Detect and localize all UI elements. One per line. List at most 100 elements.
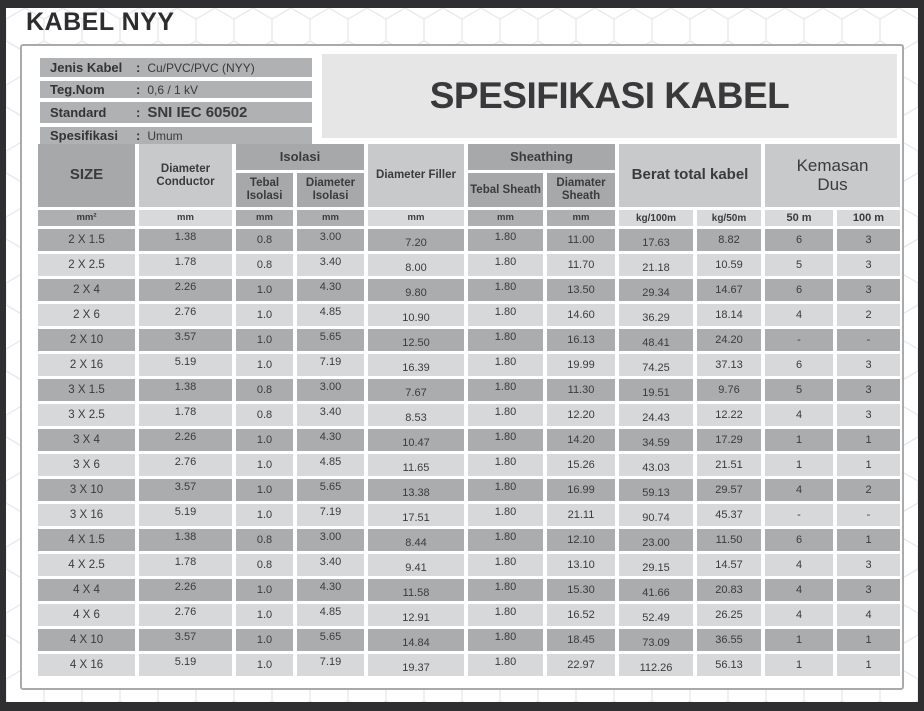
col-header-diameter-conductor: Diameter Conductor	[139, 144, 232, 207]
value-cell: 7.19	[297, 504, 364, 526]
value-cell: 1.80	[468, 554, 543, 576]
value-cell: 11.65	[368, 454, 464, 476]
unit-cell: kg/100m	[619, 210, 693, 226]
value-cell: 43.03	[619, 454, 693, 476]
unit-cell: mm	[297, 210, 364, 226]
value-cell: 10.47	[368, 429, 464, 451]
value-cell: 14.60	[547, 304, 615, 326]
spec-title-panel: SPESIFIKASI KABEL	[322, 54, 897, 138]
col-header-diameter-filler: Diameter Filler	[368, 144, 464, 207]
value-cell: 4	[837, 604, 900, 626]
value-cell: 10.59	[697, 254, 761, 276]
value-cell: 11.58	[368, 579, 464, 601]
value-cell: 1.80	[468, 429, 543, 451]
size-cell: 3 X 10	[38, 479, 135, 501]
info-label: Standard	[50, 105, 107, 120]
size-cell: 2 X 16	[38, 354, 135, 376]
value-cell: 1.78	[139, 554, 232, 576]
value-cell: 4.85	[297, 604, 364, 626]
col-header-size: SIZE	[38, 144, 135, 207]
value-cell: 13.38	[368, 479, 464, 501]
value-cell: 3.57	[139, 479, 232, 501]
value-cell: 1.78	[139, 404, 232, 426]
value-cell: 14.67	[697, 279, 761, 301]
value-cell: 19.51	[619, 379, 693, 401]
value-cell: 0.8	[236, 379, 293, 401]
info-row-jenis-kabel: Jenis Kabel : Cu/PVC/PVC (NYY)	[40, 58, 312, 77]
value-cell: 1.80	[468, 479, 543, 501]
unit-cell: 50 m	[765, 210, 833, 226]
size-cell: 3 X 16	[38, 504, 135, 526]
size-cell: 2 X 2.5	[38, 254, 135, 276]
value-cell: 3.00	[297, 529, 364, 551]
value-cell: 6	[765, 229, 833, 251]
value-cell: 4	[765, 579, 833, 601]
value-cell: 3	[837, 229, 900, 251]
value-cell: 41.66	[619, 579, 693, 601]
value-cell: 3.40	[297, 404, 364, 426]
unit-cell: 100 m	[837, 210, 900, 226]
value-cell: 13.50	[547, 279, 615, 301]
value-cell: 45.37	[697, 504, 761, 526]
col-header-tebal-isolasi: Tebal Isolasi	[236, 173, 293, 207]
value-cell: 1.80	[468, 629, 543, 651]
value-cell: 8.44	[368, 529, 464, 551]
value-cell: 2.76	[139, 604, 232, 626]
size-cell: 4 X 2.5	[38, 554, 135, 576]
value-cell: 21.18	[619, 254, 693, 276]
value-cell: 1.80	[468, 354, 543, 376]
value-cell: 48.41	[619, 329, 693, 351]
value-cell: 9.76	[697, 379, 761, 401]
value-cell: 5	[765, 379, 833, 401]
value-cell: 14.84	[368, 629, 464, 651]
info-separator: :	[136, 128, 141, 143]
value-cell: 23.00	[619, 529, 693, 551]
info-label: Spesifikasi	[50, 128, 118, 143]
value-cell: 12.22	[697, 404, 761, 426]
value-cell: 3.57	[139, 629, 232, 651]
value-cell: 4	[765, 304, 833, 326]
value-cell: 1	[765, 429, 833, 451]
value-cell: 5.65	[297, 329, 364, 351]
value-cell: -	[837, 329, 900, 351]
value-cell: 29.57	[697, 479, 761, 501]
size-cell: 4 X 6	[38, 604, 135, 626]
value-cell: 8.53	[368, 404, 464, 426]
value-cell: 19.37	[368, 654, 464, 676]
value-cell: 16.52	[547, 604, 615, 626]
value-cell: 3	[837, 279, 900, 301]
unit-cell: mm	[368, 210, 464, 226]
size-cell: 4 X 4	[38, 579, 135, 601]
value-cell: 1.0	[236, 479, 293, 501]
value-cell: 4	[765, 554, 833, 576]
value-cell: -	[765, 504, 833, 526]
value-cell: 1.80	[468, 579, 543, 601]
page-title: KABEL NYY	[26, 8, 175, 36]
value-cell: 1	[765, 654, 833, 676]
value-cell: 1.0	[236, 604, 293, 626]
value-cell: 15.30	[547, 579, 615, 601]
value-cell: 1.80	[468, 529, 543, 551]
value-cell: 4.30	[297, 429, 364, 451]
value-cell: 4.85	[297, 304, 364, 326]
value-cell: 3.40	[297, 254, 364, 276]
value-cell: 3	[837, 254, 900, 276]
value-cell: 1.0	[236, 329, 293, 351]
value-cell: 26.25	[697, 604, 761, 626]
value-cell: 2	[837, 304, 900, 326]
value-cell: 6	[765, 529, 833, 551]
value-cell: 8.82	[697, 229, 761, 251]
info-separator: :	[136, 105, 141, 120]
value-cell: 5.19	[139, 504, 232, 526]
value-cell: 8.00	[368, 254, 464, 276]
value-cell: 12.10	[547, 529, 615, 551]
value-cell: 17.29	[697, 429, 761, 451]
value-cell: 1	[837, 454, 900, 476]
size-cell: 2 X 1.5	[38, 229, 135, 251]
value-cell: 12.91	[368, 604, 464, 626]
value-cell: 4	[765, 404, 833, 426]
value-cell: 7.20	[368, 229, 464, 251]
size-cell: 4 X 16	[38, 654, 135, 676]
value-cell: 1.80	[468, 654, 543, 676]
value-cell: 1.0	[236, 279, 293, 301]
